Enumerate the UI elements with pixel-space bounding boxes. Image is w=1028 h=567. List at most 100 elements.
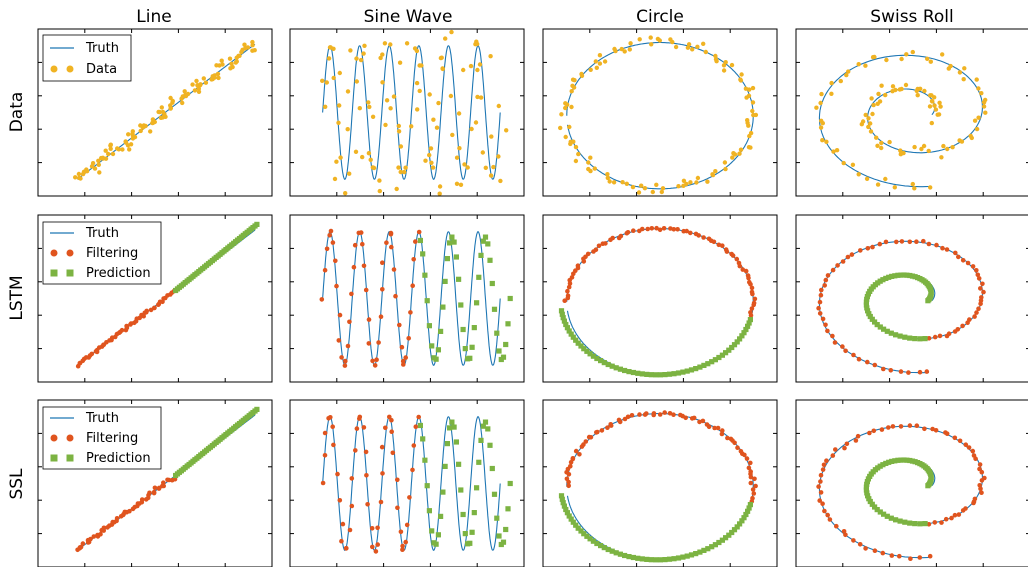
- filtering-point: [564, 476, 570, 482]
- filtering-point: [330, 424, 336, 430]
- filtering-point: [320, 480, 326, 486]
- prediction-point: [442, 463, 448, 469]
- prediction-point: [480, 423, 486, 429]
- data-point: [457, 146, 462, 151]
- data-point: [180, 100, 185, 106]
- data-point: [863, 63, 868, 68]
- prediction-point: [877, 324, 883, 330]
- filtering-point: [830, 267, 836, 273]
- filtering-point: [818, 472, 824, 478]
- prediction-point: [440, 489, 446, 495]
- filtering-point: [851, 538, 856, 543]
- prediction-point: [462, 346, 468, 352]
- prediction-point: [653, 372, 659, 378]
- filtering-point: [119, 327, 125, 333]
- filtering-point: [752, 476, 757, 482]
- filtering-point: [400, 547, 405, 552]
- filtering-point: [379, 444, 385, 450]
- filtering-point: [336, 338, 342, 343]
- filtering-point: [369, 526, 375, 531]
- prediction-point: [507, 295, 513, 302]
- data-point: [957, 138, 962, 143]
- data-point: [353, 149, 359, 154]
- filtering-point: [743, 268, 749, 274]
- filtering-point: [322, 453, 328, 458]
- filtering-point: [952, 435, 958, 441]
- prediction-point: [568, 516, 574, 522]
- filtering-point: [399, 344, 405, 350]
- data-point: [570, 83, 575, 89]
- filtering-point: [832, 340, 838, 345]
- data-point: [650, 189, 655, 195]
- filtering-point: [380, 287, 385, 292]
- filtering-point: [406, 336, 412, 341]
- filtering-point: [618, 233, 624, 239]
- data-point: [856, 172, 861, 177]
- filtering-point: [752, 296, 758, 302]
- truth-line: [322, 231, 501, 366]
- data-point: [504, 128, 509, 133]
- data-point: [73, 175, 78, 180]
- data-point: [216, 75, 221, 81]
- column-title-line: Line: [136, 7, 171, 27]
- filtering-point: [383, 425, 388, 431]
- filtering-point: [361, 263, 367, 269]
- filtering-point: [565, 293, 571, 299]
- filtering-point: [840, 259, 846, 264]
- filtering-point: [751, 302, 756, 308]
- prediction-point: [648, 372, 654, 378]
- data-point: [681, 178, 687, 183]
- filtering-point: [856, 356, 862, 362]
- prediction-point: [892, 273, 898, 279]
- prediction-point: [494, 515, 500, 521]
- prediction-point: [480, 238, 486, 244]
- data-point: [96, 158, 101, 163]
- data-point: [694, 180, 699, 185]
- prediction-point: [433, 541, 439, 547]
- data-point: [912, 144, 917, 150]
- filtering-point: [413, 239, 418, 244]
- data-point: [475, 94, 480, 100]
- filtering-point: [845, 254, 851, 260]
- prediction-point: [737, 336, 743, 342]
- prediction-point: [671, 371, 677, 377]
- data-point: [819, 91, 824, 97]
- data-point: [491, 164, 496, 170]
- axes-frame: [289, 214, 525, 383]
- data-point: [320, 78, 325, 84]
- prediction-point: [444, 441, 450, 447]
- data-point: [721, 63, 727, 68]
- data-point: [721, 68, 727, 73]
- prediction-point: [489, 465, 495, 472]
- filtering-point: [827, 517, 833, 522]
- filtering-point: [818, 292, 824, 298]
- panel-data-line: [37, 28, 273, 197]
- filtering-point: [890, 424, 896, 429]
- filtering-point: [706, 424, 712, 430]
- prediction-point: [912, 336, 918, 342]
- filtering-point: [88, 536, 93, 542]
- legend-prediction-swatch-1: [50, 454, 58, 462]
- filtering-point: [973, 456, 978, 462]
- filtering-point: [124, 323, 129, 329]
- prediction-point: [598, 358, 604, 364]
- filtering-point: [974, 310, 979, 315]
- filtering-point: [625, 414, 631, 420]
- filtering-point: [625, 230, 631, 235]
- data-point: [602, 59, 608, 64]
- filtering-point: [340, 521, 346, 527]
- panel-data-circle: [542, 28, 778, 197]
- data-point: [396, 123, 401, 129]
- filtering-point: [637, 412, 642, 417]
- data-point: [450, 132, 455, 138]
- data-point: [468, 63, 474, 69]
- prediction-point: [496, 533, 502, 539]
- data-point: [914, 88, 919, 94]
- filtering-point: [657, 412, 663, 417]
- prediction-point: [440, 304, 446, 310]
- filtering-point: [667, 411, 673, 416]
- prediction-point: [453, 439, 459, 445]
- prediction-point: [657, 372, 663, 378]
- filtering-point: [819, 287, 824, 293]
- prediction-point: [697, 549, 703, 555]
